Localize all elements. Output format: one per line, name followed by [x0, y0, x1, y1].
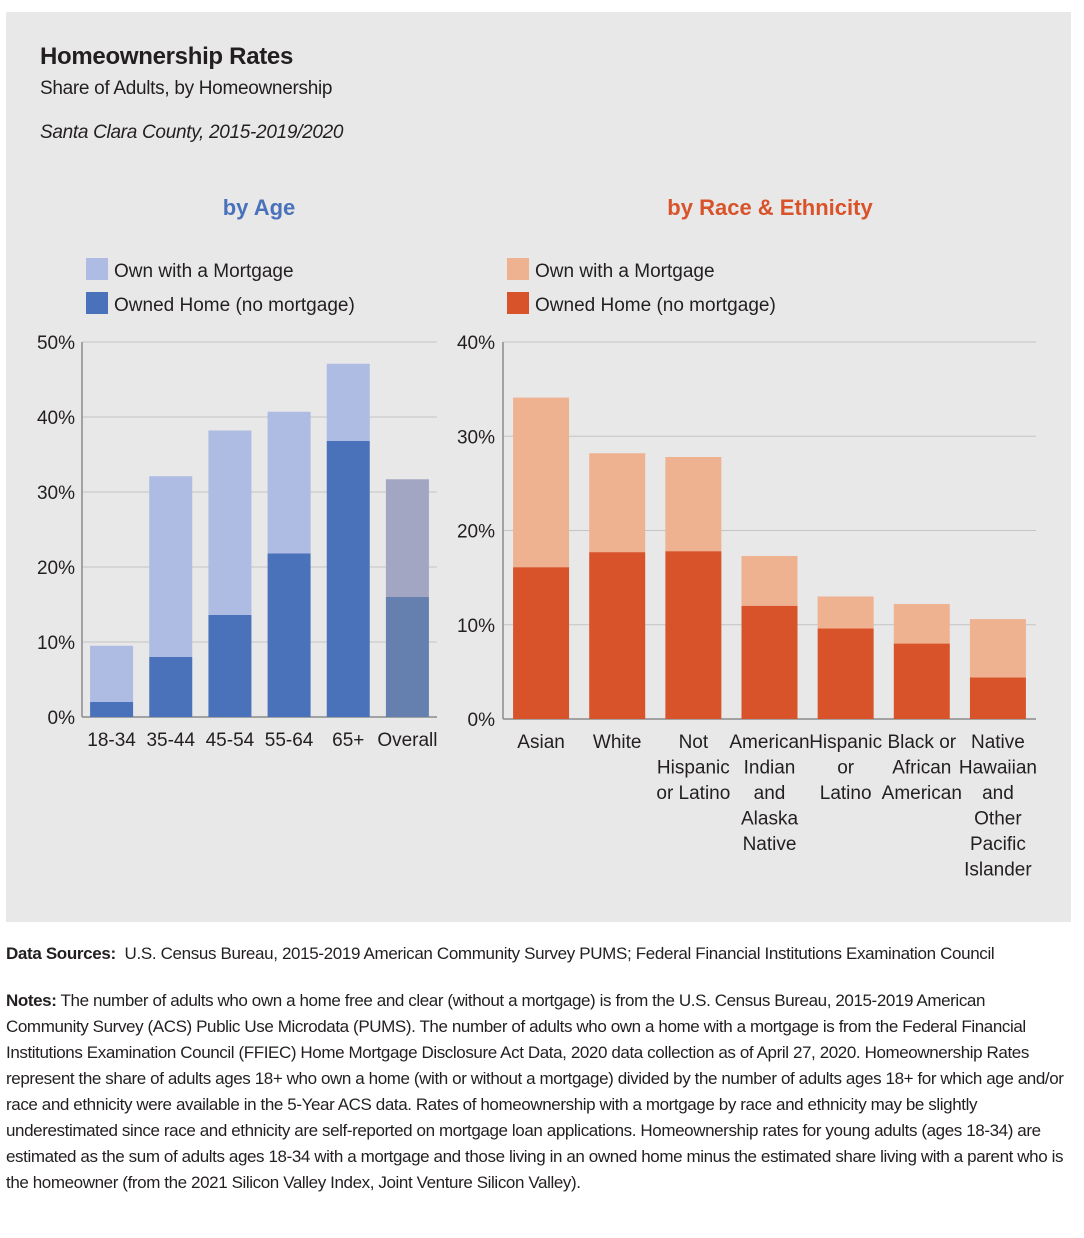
bar-mortgage-0-4: [326, 363, 370, 441]
xtick-label-1-2-0: Not: [679, 732, 709, 753]
xtick-label-1-6-3: Other: [974, 809, 1022, 830]
bar-owned-0-1: [149, 657, 193, 717]
bar-owned-1-5: [893, 643, 950, 719]
data-sources: Data Sources: U.S. Census Bureau, 2015-2…: [6, 944, 1076, 964]
legend-label-1-0: Own with a Mortgage: [535, 261, 715, 282]
bar-owned-0-4: [326, 441, 370, 717]
legend-swatch-1-0: [507, 258, 529, 280]
page-title: Homeownership Rates: [40, 43, 294, 70]
sources-label: Data Sources:: [6, 944, 116, 963]
xtick-label-0-0-0: 18-34: [87, 730, 136, 751]
bar-mortgage-0-3: [267, 411, 311, 554]
xtick-label-0-3-0: 55-64: [265, 730, 314, 751]
legend-label-0-0: Own with a Mortgage: [114, 261, 294, 282]
xtick-label-1-4-0: Hispanic: [809, 732, 882, 753]
ytick-label-0-3: 30%: [37, 483, 75, 504]
xtick-label-1-5-1: African: [892, 758, 951, 779]
ytick-label-1-4: 40%: [457, 333, 495, 354]
xtick-label-1-6-1: Hawaiian: [959, 758, 1037, 779]
xtick-label-0-1-0: 35-44: [146, 730, 195, 751]
bar-owned-1-0: [513, 567, 570, 719]
bar-owned-1-2: [665, 551, 722, 719]
xtick-label-1-6-4: Pacific: [970, 834, 1026, 855]
ytick-label-0-5: 50%: [37, 333, 75, 354]
xtick-label-1-3-4: Native: [743, 834, 797, 855]
sources-text: U.S. Census Bureau, 2015-2019 American C…: [124, 944, 995, 963]
xtick-label-1-6-0: Native: [971, 732, 1025, 753]
xtick-label-0-2-0: 45-54: [206, 730, 255, 751]
bar-owned-0-5: [385, 597, 429, 717]
xtick-label-0-4-0: 65+: [332, 730, 364, 751]
bar-mortgage-0-2: [208, 430, 252, 615]
notes-text: The number of adults who own a home free…: [6, 991, 1064, 1192]
bar-owned-1-3: [741, 605, 798, 719]
bar-mortgage-1-5: [893, 604, 950, 644]
legend-swatch-0-0: [86, 258, 108, 280]
bar-mortgage-0-1: [149, 476, 193, 657]
xtick-label-1-3-0: American: [729, 732, 809, 753]
xtick-label-1-4-1: or: [837, 758, 855, 779]
xtick-label-1-1-0: White: [593, 732, 642, 753]
xtick-label-1-0-0: Asian: [517, 732, 565, 753]
bar-owned-1-1: [589, 552, 646, 719]
legend-swatch-1-1: [507, 292, 529, 314]
xtick-label-1-2-1: Hispanic: [657, 758, 730, 779]
bar-owned-0-0: [90, 702, 134, 717]
ytick-label-0-4: 40%: [37, 408, 75, 429]
bar-mortgage-1-1: [589, 453, 646, 553]
bar-mortgage-1-2: [665, 456, 722, 552]
ytick-label-0-1: 10%: [37, 633, 75, 654]
ytick-label-1-2: 20%: [457, 522, 495, 543]
page-subtitle: Share of Adults, by Homeownership: [40, 78, 333, 99]
ytick-label-1-1: 10%: [457, 616, 495, 637]
chart-title-0: by Age: [223, 195, 296, 220]
xtick-label-1-3-2: and: [754, 783, 786, 804]
ytick-label-1-0: 0%: [468, 710, 496, 731]
xtick-label-1-3-3: Alaska: [741, 809, 798, 830]
ytick-label-1-3: 30%: [457, 427, 495, 448]
bar-mortgage-0-0: [90, 645, 134, 702]
xtick-label-1-3-1: Indian: [744, 758, 796, 779]
xtick-label-1-2-2: or Latino: [656, 783, 730, 804]
ytick-label-0-2: 20%: [37, 558, 75, 579]
xtick-label-1-4-2: Latino: [820, 783, 872, 804]
xtick-label-1-5-0: Black or: [887, 732, 956, 753]
geography-label: Santa Clara County, 2015-2019/2020: [40, 122, 344, 143]
notes-label: Notes:: [6, 991, 57, 1010]
bar-mortgage-1-4: [817, 596, 874, 629]
bar-mortgage-0-5: [385, 479, 429, 597]
xtick-label-1-6-2: and: [982, 783, 1014, 804]
legend-label-1-1: Owned Home (no mortgage): [535, 295, 776, 316]
xtick-label-1-6-5: Islander: [964, 860, 1032, 881]
charts-svg: by Age Own with a Mortgage Owned Home (no …: [37, 195, 1037, 881]
notes: Notes: The number of adults who own a ho…: [6, 988, 1066, 1196]
ytick-label-0-0: 0%: [48, 708, 76, 729]
bar-owned-1-6: [969, 677, 1026, 719]
legend-label-0-1: Owned Home (no mortgage): [114, 295, 355, 316]
bar-mortgage-1-0: [513, 397, 570, 568]
bar-mortgage-1-6: [969, 619, 1026, 678]
bar-mortgage-1-3: [741, 555, 798, 606]
bar-owned-0-2: [208, 615, 252, 717]
xtick-label-0-5-0: Overall: [377, 730, 437, 751]
bar-owned-1-4: [817, 628, 874, 719]
legend-swatch-0-1: [86, 292, 108, 314]
bar-owned-0-3: [267, 553, 311, 717]
xtick-label-1-5-2: American: [882, 783, 962, 804]
chart-title-1: by Race & Ethnicity: [667, 195, 873, 220]
